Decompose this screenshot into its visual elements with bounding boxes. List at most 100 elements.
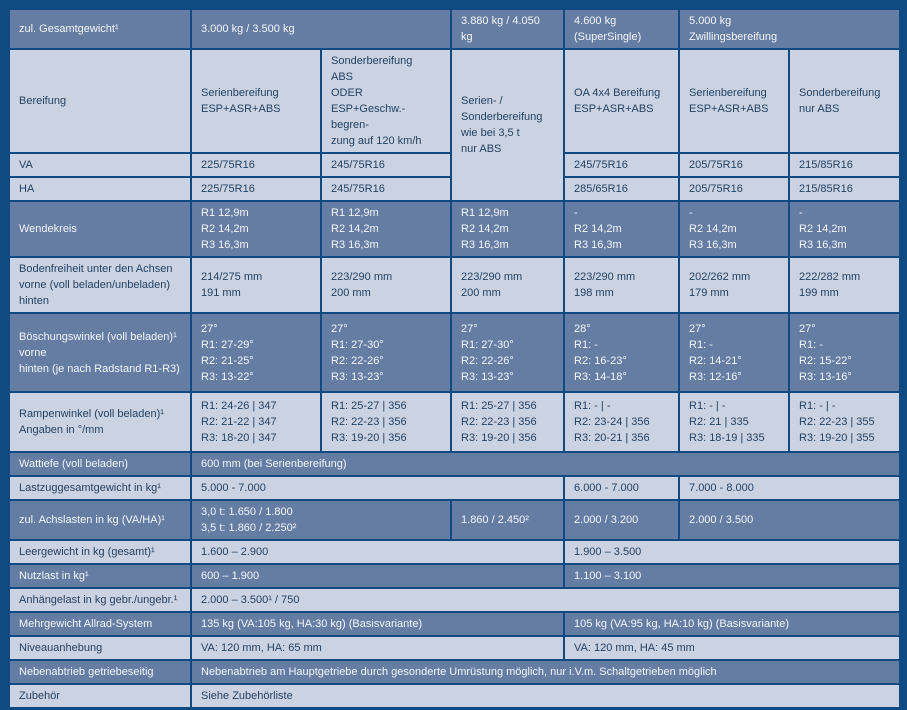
boeschungswinkel-value-5: 27° R1: - R2: 14-21° R3: 12-16° <box>678 312 791 393</box>
boeschungswinkel-value-3: 27° R1: 27-30° R2: 22-26° R3: 13-23° <box>450 312 566 393</box>
bodenfreiheit-value-6: 222/282 mm 199 mm <box>788 256 902 314</box>
rampenwinkel-value-5: R1: - | - R2: 21 | 335 R3: 18-19 | 335 <box>678 391 791 453</box>
wendekreis-value-1: R1 12,9m R2 14,2m R3 16,3m <box>190 200 322 258</box>
wattiefe-label: Wattiefe (voll beladen) <box>8 451 192 477</box>
achslasten-value-2: 1.860 / 2.450² <box>450 499 566 541</box>
bodenfreiheit-row: Bodenfreiheit unter den Achsen vorne (vol… <box>8 256 902 314</box>
boeschungswinkel-row: Böschungswinkel (voll beladen)¹ vorne hint… <box>8 312 902 393</box>
nebenabtrieb-label: Nebenabtrieb getriebeseitig <box>8 659 192 685</box>
bodenfreiheit-value-4: 223/290 mm 198 mm <box>563 256 681 314</box>
niveauanhebung-label: Niveauanhebung <box>8 635 192 661</box>
ha-label: HA <box>8 176 192 202</box>
achslasten-row: zul. Achslasten in kg (VA/HA)¹ 3,0 t: 1.6… <box>8 499 902 541</box>
boeschungswinkel-value-6: 27° R1: - R2: 15-22° R3: 13-16° <box>788 312 902 393</box>
va-label: VA <box>8 152 192 178</box>
zubehoer-row: Zubehör Siehe Zubehörliste <box>8 683 902 709</box>
bodenfreiheit-value-5: 202/262 mm 179 mm <box>678 256 791 314</box>
spec-table-body: zul. Gesamtgewicht¹ 3.000 kg / 3.500 kg 3.… <box>8 8 902 709</box>
leergewicht-label: Leergewicht in kg (gesamt)¹ <box>8 539 192 565</box>
leergewicht-value-2: 1.900 – 3.500 <box>563 539 902 565</box>
nebenabtrieb-row: Nebenabtrieb getriebeseitig Nebenabtrieb … <box>8 659 902 685</box>
bodenfreiheit-value-3: 223/290 mm 200 mm <box>450 256 566 314</box>
anhaengelast-row: Anhängelast in kg gebr./ungebr.¹ 2.000 – … <box>8 587 902 613</box>
lastzuggesamtgewicht-row: Lastzuggesamtgewicht in kg¹ 5.000 - 7.000… <box>8 475 902 501</box>
rampenwinkel-label: Rampenwinkel (voll beladen)¹ Angaben in °… <box>8 391 192 453</box>
mehrgewicht-allrad-value-2: 105 kg (VA:95 kg, HA:10 kg) (Basisvarian… <box>563 611 902 637</box>
bereifung-label: Bereifung <box>8 48 192 154</box>
bodenfreiheit-value-2: 223/290 mm 200 mm <box>319 256 453 314</box>
ha-value-1: 225/75R16 <box>190 176 322 202</box>
boeschungswinkel-value-2: 27° R1: 27-30° R2: 22-26° R3: 13-23° <box>319 312 453 393</box>
ha-row: HA 225/75R16 245/75R16 285/65R16 205/75R16 21… <box>8 176 902 202</box>
bereifung-value-4: OA 4x4 Bereifung ESP+ASR+ABS <box>563 48 681 154</box>
anhaengelast-label: Anhängelast in kg gebr./ungebr.¹ <box>8 587 192 613</box>
vehicle-spec-table: zul. Gesamtgewicht¹ 3.000 kg / 3.500 kg 3.… <box>8 8 902 709</box>
lastzuggesamtgewicht-value-3: 7.000 - 8.000 <box>678 475 902 501</box>
leergewicht-value-1: 1.600 – 2.900 <box>189 539 566 565</box>
ha-value-5: 215/85R16 <box>788 176 902 202</box>
va-value-4: 205/75R16 <box>678 152 791 178</box>
nutzlast-row: Nutzlast in kg¹ 600 – 1.900 1.100 – 3.100 <box>8 563 902 589</box>
wendekreis-value-4: - R2 14,2m R3 16,3m <box>563 200 681 258</box>
mehrgewicht-allrad-row: Mehrgewicht Allrad-System 135 kg (VA:105 … <box>8 611 902 637</box>
leergewicht-row: Leergewicht in kg (gesamt)¹ 1.600 – 2.900… <box>8 539 902 565</box>
bereifung-value-6: Sonderbereifung nur ABS <box>788 48 902 154</box>
anhaengelast-value-1: 2.000 – 3.500¹ / 750 <box>189 587 902 613</box>
va-value-2: 245/75R16 <box>319 152 453 178</box>
bereifung-value-1: Serienbereifung ESP+ASR+ABS <box>190 48 322 154</box>
va-value-3: 245/75R16 <box>563 152 681 178</box>
va-value-1: 225/75R16 <box>190 152 322 178</box>
gesamtgewicht-value-1: 3.000 kg / 3.500 kg <box>189 8 453 50</box>
niveauanhebung-value-2: VA: 120 mm, HA: 45 mm <box>563 635 902 661</box>
va-row: VA 225/75R16 245/75R16 245/75R16 205/75R16 21… <box>8 152 902 178</box>
nutzlast-value-1: 600 – 1.900 <box>189 563 566 589</box>
rampenwinkel-row: Rampenwinkel (voll beladen)¹ Angaben in °… <box>8 391 902 453</box>
achslasten-value-4: 2.000 / 3.500 <box>678 499 902 541</box>
nutzlast-value-2: 1.100 – 3.100 <box>563 563 902 589</box>
rampenwinkel-value-3: R1: 25-27 | 356 R2: 22-23 | 356 R3: 19-20 … <box>450 391 566 453</box>
bodenfreiheit-label: Bodenfreiheit unter den Achsen vorne (vol… <box>8 256 192 314</box>
wendekreis-value-2: R1 12,9m R2 14,2m R3 16,3m <box>319 200 453 258</box>
mehrgewicht-allrad-value-1: 135 kg (VA:105 kg, HA:30 kg) (Basisvaria… <box>189 611 566 637</box>
zubehoer-label: Zubehör <box>8 683 192 709</box>
nebenabtrieb-value-1: Nebenabtrieb am Hauptgetriebe durch geso… <box>189 659 902 685</box>
bereifung-row: Bereifung Serienbereifung ESP+ASR+ABS Sonde… <box>8 48 902 202</box>
wendekreis-row: Wendekreis R1 12,9m R2 14,2m R3 16,3m R1 12,… <box>8 200 902 258</box>
bodenfreiheit-value-1: 214/275 mm 191 mm <box>190 256 322 314</box>
mehrgewicht-allrad-label: Mehrgewicht Allrad-System <box>8 611 192 637</box>
achslasten-label: zul. Achslasten in kg (VA/HA)¹ <box>8 499 192 541</box>
gesamtgewicht-row: zul. Gesamtgewicht¹ 3.000 kg / 3.500 kg 3.… <box>8 8 902 50</box>
gesamtgewicht-value-4: 5.000 kg Zwillingsbereifung <box>678 8 902 50</box>
wattiefe-row: Wattiefe (voll beladen) 600 mm (bei Serie… <box>8 451 902 477</box>
boeschungswinkel-value-4: 28° R1: - R2: 16-23° R3: 14-18° <box>563 312 681 393</box>
gesamtgewicht-label: zul. Gesamtgewicht¹ <box>8 8 192 50</box>
lastzuggesamtgewicht-label: Lastzuggesamtgewicht in kg¹ <box>8 475 192 501</box>
rampenwinkel-value-1: R1: 24-26 | 347 R2: 21-22 | 347 R3: 18-20 … <box>190 391 322 453</box>
gesamtgewicht-value-3: 4.600 kg (SuperSingle) <box>563 8 681 50</box>
wattiefe-value-1: 600 mm (bei Serienbereifung) <box>189 451 902 477</box>
va-value-5: 215/85R16 <box>788 152 902 178</box>
ha-value-3: 285/65R16 <box>563 176 681 202</box>
zubehoer-value-1: Siehe Zubehörliste <box>189 683 902 709</box>
rampenwinkel-value-4: R1: - | - R2: 23-24 | 356 R3: 20-21 | 356 <box>563 391 681 453</box>
wendekreis-value-6: - R2 14,2m R3 16,3m <box>788 200 902 258</box>
niveauanhebung-row: Niveauanhebung VA: 120 mm, HA: 65 mm VA: 1… <box>8 635 902 661</box>
boeschungswinkel-label: Böschungswinkel (voll beladen)¹ vorne hint… <box>8 312 192 393</box>
rampenwinkel-value-6: R1: - | - R2: 22-23 | 355 R3: 19-20 | 355 <box>788 391 902 453</box>
lastzuggesamtgewicht-value-2: 6.000 - 7.000 <box>563 475 681 501</box>
nutzlast-label: Nutzlast in kg¹ <box>8 563 192 589</box>
niveauanhebung-value-1: VA: 120 mm, HA: 65 mm <box>189 635 566 661</box>
achslasten-value-3: 2.000 / 3.200 <box>563 499 681 541</box>
gesamtgewicht-value-2: 3.880 kg / 4.050 kg <box>450 8 566 50</box>
rampenwinkel-value-2: R1: 25-27 | 356 R2: 22-23 | 356 R3: 19-20 … <box>319 391 453 453</box>
bereifung-value-3: Serien- / Sonderbereifung wie bei 3,5 t nur… <box>450 48 566 202</box>
boeschungswinkel-value-1: 27° R1: 27-29° R2: 21-25° R3: 13-22° <box>190 312 322 393</box>
wendekreis-value-5: - R2 14,2m R3 16,3m <box>678 200 791 258</box>
ha-value-2: 245/75R16 <box>319 176 453 202</box>
lastzuggesamtgewicht-value-1: 5.000 - 7.000 <box>189 475 566 501</box>
wendekreis-label: Wendekreis <box>8 200 192 258</box>
bereifung-value-5: Serienbereifung ESP+ASR+ABS <box>678 48 791 154</box>
achslasten-value-1: 3,0 t: 1.650 / 1.800 3,5 t: 1.860 / 2.250… <box>189 499 453 541</box>
bereifung-value-2: Sonderbereifung ABS ODER ESP+Geschw.-begren… <box>319 48 453 154</box>
